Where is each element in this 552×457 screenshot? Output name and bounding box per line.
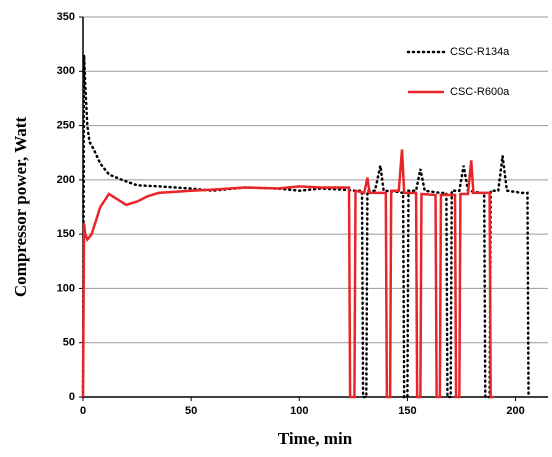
legend-label: CSC-R134a: [450, 46, 510, 58]
y-tick-label: 250: [57, 119, 75, 131]
x-tick-label: 200: [506, 405, 524, 417]
y-tick-label: 100: [57, 282, 75, 294]
data-line: [81, 54, 530, 399]
y-axis-title: Compressor power, Watt: [11, 117, 30, 298]
x-tick-label: 150: [398, 405, 416, 417]
y-tick-label: 150: [57, 228, 75, 240]
data-line: [81, 149, 494, 399]
x-axis-title: Time, min: [278, 429, 353, 448]
y-tick-label: 300: [57, 65, 75, 77]
x-tick-label: 0: [80, 405, 86, 417]
y-tick-label: 200: [57, 174, 75, 186]
x-tick-label: 50: [185, 405, 197, 417]
x-tick-label: 100: [290, 405, 308, 417]
legend-label: CSC-R600a: [450, 86, 510, 98]
y-tick-label: 350: [57, 11, 75, 23]
y-tick-label: 50: [63, 337, 75, 349]
y-tick-label: 0: [69, 391, 75, 403]
